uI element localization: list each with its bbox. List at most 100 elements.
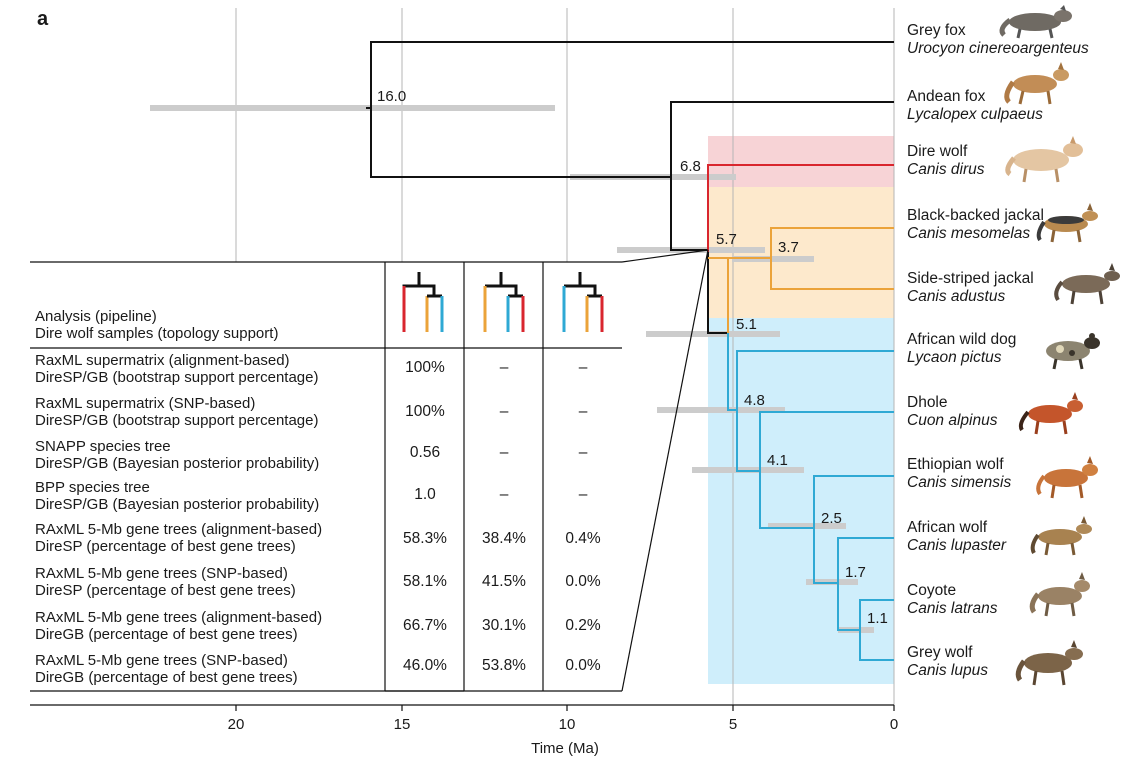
node-age-label: 5.1 xyxy=(736,316,757,333)
table-header-samples: Dire wolf samples (topology support) xyxy=(35,325,279,342)
node-age-label: 3.7 xyxy=(778,239,799,256)
support-value: 58.1% xyxy=(403,573,447,590)
outgroup-branches xyxy=(366,41,894,334)
support-value: 0.0% xyxy=(565,657,601,674)
support-value: – xyxy=(578,444,588,461)
taxon-common-name: Side-striped jackal xyxy=(907,270,1034,287)
support-value: 0.0% xyxy=(565,573,601,590)
taxon-label-dhole: Dhole Cuon alpinus xyxy=(907,394,997,430)
support-value: – xyxy=(499,359,509,376)
ci-bar-4.8 xyxy=(657,407,785,413)
ci-bar-3.7 xyxy=(732,256,814,262)
row-analysis: SNAPP species tree xyxy=(35,438,171,455)
support-value: – xyxy=(499,403,509,420)
animal-illustrations xyxy=(999,5,1120,686)
taxon-scientific-name: Canis adustus xyxy=(907,288,1006,305)
taxon-label-ethiopian-wolf: Ethiopian wolf Canis simensis xyxy=(907,456,1011,492)
support-value: – xyxy=(499,444,509,461)
row-samples: DireSP/GB (bootstrap support percentage) xyxy=(35,412,319,429)
taxon-scientific-name: Canis latrans xyxy=(907,600,998,617)
ethiopian-wolf-illustration xyxy=(1036,456,1098,499)
table-row: RAxML 5-Mb gene trees (SNP-based) DireGB… xyxy=(35,652,298,686)
support-value: 0.2% xyxy=(565,617,601,634)
andean-fox-illustration xyxy=(1004,62,1069,105)
african-wolf-illustration xyxy=(1030,516,1092,556)
node-age-label: 2.5 xyxy=(821,510,842,527)
axis-tick-label: 0 xyxy=(889,716,899,733)
time-axis xyxy=(30,704,895,711)
support-value: 0.56 xyxy=(409,444,441,461)
table-row: RaxML supermatrix (SNP-based) DireSP/GB … xyxy=(35,395,318,429)
table-row: RAxML 5-Mb gene trees (SNP-based) DireSP… xyxy=(35,565,296,599)
support-value: 1.0 xyxy=(414,486,436,503)
row-samples: DireSP (percentage of best gene trees) xyxy=(35,582,296,599)
axis-tick-label: 10 xyxy=(558,716,576,733)
taxon-label-african-wolf: African wolf Canis lupaster xyxy=(907,519,1006,555)
row-analysis: RAxML 5-Mb gene trees (alignment-based) xyxy=(35,609,323,626)
taxon-scientific-name: Canis lupaster xyxy=(907,537,1007,554)
axis-tick-label: 15 xyxy=(393,716,411,733)
taxon-scientific-name: Canis dirus xyxy=(907,161,985,178)
taxon-scientific-name: Canis mesomelas xyxy=(907,225,1031,242)
dire-wolf-illustration xyxy=(1005,136,1083,183)
table-header: Analysis (pipeline) Dire wolf samples (t… xyxy=(35,308,278,342)
side-striped-jackal-illustration xyxy=(1054,263,1120,305)
taxon-label-coyote: Coyote Canis latrans xyxy=(907,582,997,618)
row-analysis: RaxML supermatrix (SNP-based) xyxy=(35,395,256,412)
taxon-common-name: Black-backed jackal xyxy=(907,207,1044,224)
taxon-scientific-name: Canis simensis xyxy=(907,474,1012,491)
row-samples: DireGB (percentage of best gene trees) xyxy=(35,626,298,643)
row-analysis: BPP species tree xyxy=(35,479,150,496)
wolf-clade-band xyxy=(708,318,894,684)
panel-label: a xyxy=(37,8,49,30)
node-age-label: 4.1 xyxy=(767,452,788,469)
row-analysis: RAxML 5-Mb gene trees (SNP-based) xyxy=(35,565,288,582)
taxon-common-name: Dhole xyxy=(907,394,948,411)
taxon-common-name: African wolf xyxy=(907,519,988,536)
support-value: 66.7% xyxy=(403,617,447,634)
node-age-label: 1.7 xyxy=(845,564,866,581)
taxon-common-name: Ethiopian wolf xyxy=(907,456,1004,473)
node-age-label: 5.7 xyxy=(716,231,737,248)
row-analysis: RAxML 5-Mb gene trees (alignment-based) xyxy=(35,521,323,538)
table-row: BPP species tree DireSP/GB (Bayesian pos… xyxy=(35,479,319,513)
support-value: 53.8% xyxy=(482,657,526,674)
dire-wolf-clade-band xyxy=(708,136,894,187)
row-samples: DireSP/GB (Bayesian posterior probabilit… xyxy=(35,455,320,472)
support-value: 100% xyxy=(405,403,445,420)
row-samples: DireGB (percentage of best gene trees) xyxy=(35,669,298,686)
support-value: 46.0% xyxy=(403,657,447,674)
axis-tick-label: 5 xyxy=(728,716,738,733)
topology-icon-3 xyxy=(562,272,604,332)
ci-bar-16.0 xyxy=(150,105,555,111)
table-header-analysis: Analysis (pipeline) xyxy=(35,308,157,325)
support-value: 38.4% xyxy=(482,530,526,547)
grey-fox-illustration xyxy=(999,5,1072,39)
support-value: 0.4% xyxy=(565,530,601,547)
topology-icon-1 xyxy=(402,272,444,332)
table-row: SNAPP species tree DireSP/GB (Bayesian p… xyxy=(35,438,319,472)
taxon-common-name: Grey wolf xyxy=(907,644,973,661)
row-samples: DireSP/GB (bootstrap support percentage) xyxy=(35,369,319,386)
taxon-scientific-name: Cuon alpinus xyxy=(907,412,998,429)
taxon-scientific-name: Lycaon pictus xyxy=(907,349,1002,366)
node-age-label: 4.8 xyxy=(744,392,765,409)
ci-bar-2.5 xyxy=(768,523,846,529)
support-value: – xyxy=(578,359,588,376)
taxon-label-grey-wolf: Grey wolf Canis lupus xyxy=(907,644,988,680)
grey-wolf-illustration xyxy=(1015,640,1083,686)
dire-wolf-branch xyxy=(707,164,894,252)
taxon-common-name: Grey fox xyxy=(907,22,966,39)
table-row: RAxML 5-Mb gene trees (alignment-based) … xyxy=(35,521,322,555)
taxon-common-name: Coyote xyxy=(907,582,957,599)
wolf-clade-branches xyxy=(727,333,894,661)
support-value: 100% xyxy=(405,359,445,376)
node-age-label: 16.0 xyxy=(377,88,407,105)
axis-title: Time (Ma) xyxy=(531,740,599,757)
support-value: – xyxy=(578,403,588,420)
coyote-illustration xyxy=(1029,572,1090,617)
support-value: – xyxy=(499,486,509,503)
taxon-label-andean-fox: Andean fox Lycalopex culpaeus xyxy=(907,88,1043,124)
taxon-label-dire-wolf: Dire wolf Canis dirus xyxy=(907,143,985,179)
